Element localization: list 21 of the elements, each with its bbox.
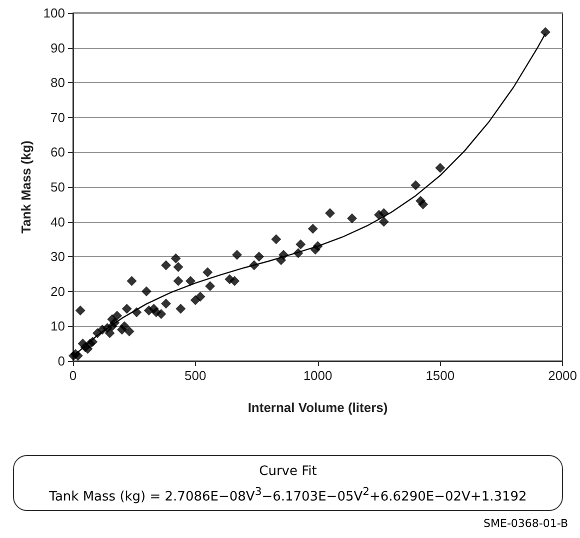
- y-tick-label: 20: [50, 284, 65, 299]
- x-tick-label: 1000: [303, 368, 332, 383]
- y-tick-label: 40: [50, 214, 65, 230]
- y-tick-label: 70: [50, 110, 65, 125]
- text: SME-0368-01-B: [484, 517, 568, 530]
- x-tick-label: 0: [69, 368, 77, 383]
- text: Curve Fit: [258, 463, 318, 481]
- y-tick-label: 30: [50, 249, 65, 264]
- y-tick-label: 80: [50, 75, 65, 90]
- x-tick-label: 1500: [426, 368, 455, 383]
- y-tick-label: 10: [50, 318, 65, 334]
- y-tick-label: 50: [50, 180, 65, 194]
- y-tick-label: 60: [50, 144, 65, 160]
- text: Tank Mass (kg) = 2.7086E−08V$^{3}$−6.1703E−05V$^{2}$+6.6290E−02V+1.3192: [48, 484, 528, 506]
- x-axis-title: Internal Volume (liters): [248, 400, 388, 415]
- x-tick-label: 2000: [548, 368, 577, 383]
- x-tick-label: 500: [184, 368, 206, 383]
- y-axis-title: Tank Mass (kg): [18, 140, 34, 234]
- y-tick-label: 100: [43, 6, 65, 20]
- y-tick-label: 90: [50, 40, 65, 56]
- y-tick-label: 0: [58, 354, 65, 368]
